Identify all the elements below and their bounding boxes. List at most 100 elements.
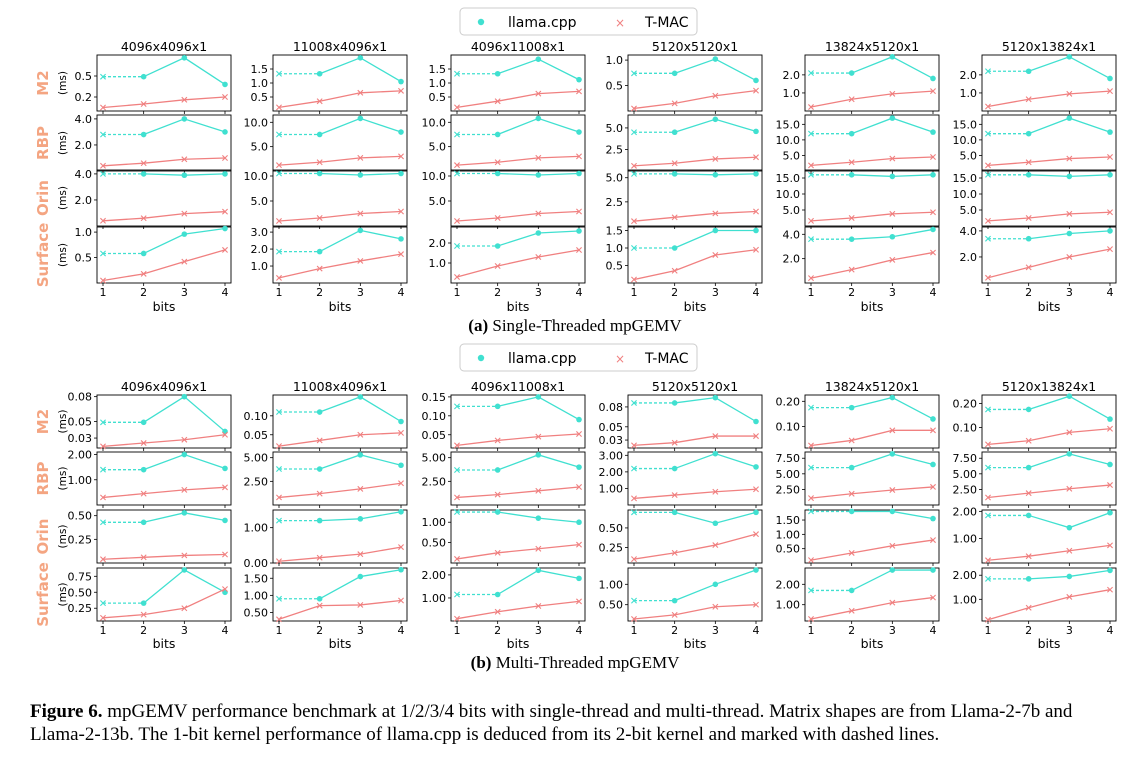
x-tick-label: 2 (140, 624, 147, 637)
tmac-line (278, 155, 402, 166)
tmac-point (494, 98, 501, 105)
tmac-point (1107, 246, 1113, 253)
y-tick-label: 1.5 (429, 63, 447, 76)
y-axis-label: (ms) (57, 583, 69, 607)
llama-point (889, 567, 896, 573)
llama-point (930, 75, 936, 82)
llama-point (712, 172, 719, 178)
subplot: 0.10 0.20 (776, 394, 940, 451)
tmac-point (222, 586, 228, 593)
tmac-line (633, 210, 757, 222)
y-tick-label: 2.0 (960, 251, 978, 264)
llama-point (181, 510, 188, 516)
llama-point (222, 81, 228, 88)
y-tick-label: 2.0 (251, 243, 269, 256)
llama-point (576, 76, 582, 83)
x-tick-label: 4 (753, 624, 760, 637)
subplot: 0.50 1.00 (422, 509, 586, 566)
tmac-point (671, 214, 678, 221)
tmac-point (576, 153, 582, 160)
tmac-point (889, 487, 896, 494)
x-axis-label: bits (861, 636, 884, 651)
tmac-point (316, 159, 323, 166)
llama-point (1025, 576, 1032, 582)
llama-point (848, 70, 855, 76)
legend-label-llama: llama.cpp (508, 15, 577, 31)
subplot-frame (450, 169, 586, 227)
y-tick-label: 5.0 (251, 141, 269, 154)
tmac-point (753, 246, 759, 253)
subplot-frame (627, 451, 763, 506)
llama-point (535, 115, 542, 122)
tmac-point (316, 490, 323, 497)
tmac-point (848, 437, 855, 444)
y-tick-label: 0.10 (953, 422, 978, 435)
x-tick-label: 2 (1025, 286, 1032, 299)
subplot-frame (96, 54, 232, 112)
llama-point (100, 170, 106, 177)
tmac-point (712, 252, 719, 258)
row-label: M2 (34, 70, 52, 95)
llama-point (889, 508, 896, 515)
llama-point (631, 509, 637, 516)
x-axis-label: bits (507, 636, 530, 651)
llama-point (671, 597, 678, 604)
subplot-frame (981, 451, 1117, 506)
llama-point (576, 416, 582, 423)
llama-point (276, 409, 282, 416)
llama-point (930, 567, 936, 573)
x-axis-label: bits (329, 636, 352, 651)
subplot: 2.0 4.0 (75, 168, 232, 229)
llama-point (357, 115, 364, 122)
tmac-point (1107, 88, 1113, 95)
x-tick-label: 1 (985, 624, 992, 637)
llama-point (535, 567, 542, 574)
column-title: 13824x5120x1 (825, 39, 919, 54)
tmac-line (633, 435, 756, 446)
llama-line (319, 396, 402, 423)
y-tick-label: 0.10 (776, 421, 801, 434)
figure-caption: Figure 6. mpGEMV performance benchmark a… (30, 700, 1122, 746)
tmac-point (398, 597, 404, 604)
y-axis-label: (ms) (57, 71, 69, 95)
llama-line (319, 229, 402, 253)
y-tick-label: 0.05 (599, 421, 624, 434)
tmac-point (1107, 482, 1113, 489)
y-tick-label: 5.00 (244, 452, 269, 465)
llama-point (535, 515, 542, 521)
tmac-point (1025, 437, 1032, 444)
tmac-line (456, 544, 580, 560)
column-title: 11008x4096x1 (293, 379, 387, 394)
tmac-point (631, 105, 637, 112)
tmac-point (276, 616, 282, 623)
llama-line (143, 569, 226, 604)
tmac-point (1107, 209, 1113, 216)
x-tick-label: 1 (985, 286, 992, 299)
subplot: 0.5 1.0 1.5 1 2 3 4 bits (606, 225, 763, 314)
row-label: Surface (34, 223, 52, 288)
y-tick-label: 2.0 (429, 237, 447, 250)
y-tick-label: 1.00 (244, 522, 269, 535)
tmac-line (102, 157, 226, 167)
tmac-point (181, 436, 188, 443)
llama-point (140, 171, 147, 177)
llama-point (276, 131, 282, 138)
subplot: 0.03 0.05 0.08 (68, 391, 232, 451)
tmac-point (494, 549, 501, 556)
llama-line (1028, 56, 1111, 80)
x-tick-label: 1 (808, 286, 815, 299)
column-title: 13824x5120x1 (825, 379, 919, 394)
llama-point (808, 171, 814, 178)
llama-point (100, 466, 106, 473)
llama-line (851, 56, 934, 80)
subplot-frame (627, 114, 763, 172)
tmac-point (140, 490, 147, 497)
tmac-point (535, 433, 542, 440)
tmac-point (808, 104, 814, 111)
tmac-point (357, 431, 364, 438)
column-title: 11008x4096x1 (293, 39, 387, 54)
llama-point (1066, 54, 1073, 60)
subplot: 1.00 2.00 1 2 3 4 bits (953, 567, 1117, 651)
llama-point (1025, 68, 1032, 75)
tmac-line (102, 486, 226, 499)
